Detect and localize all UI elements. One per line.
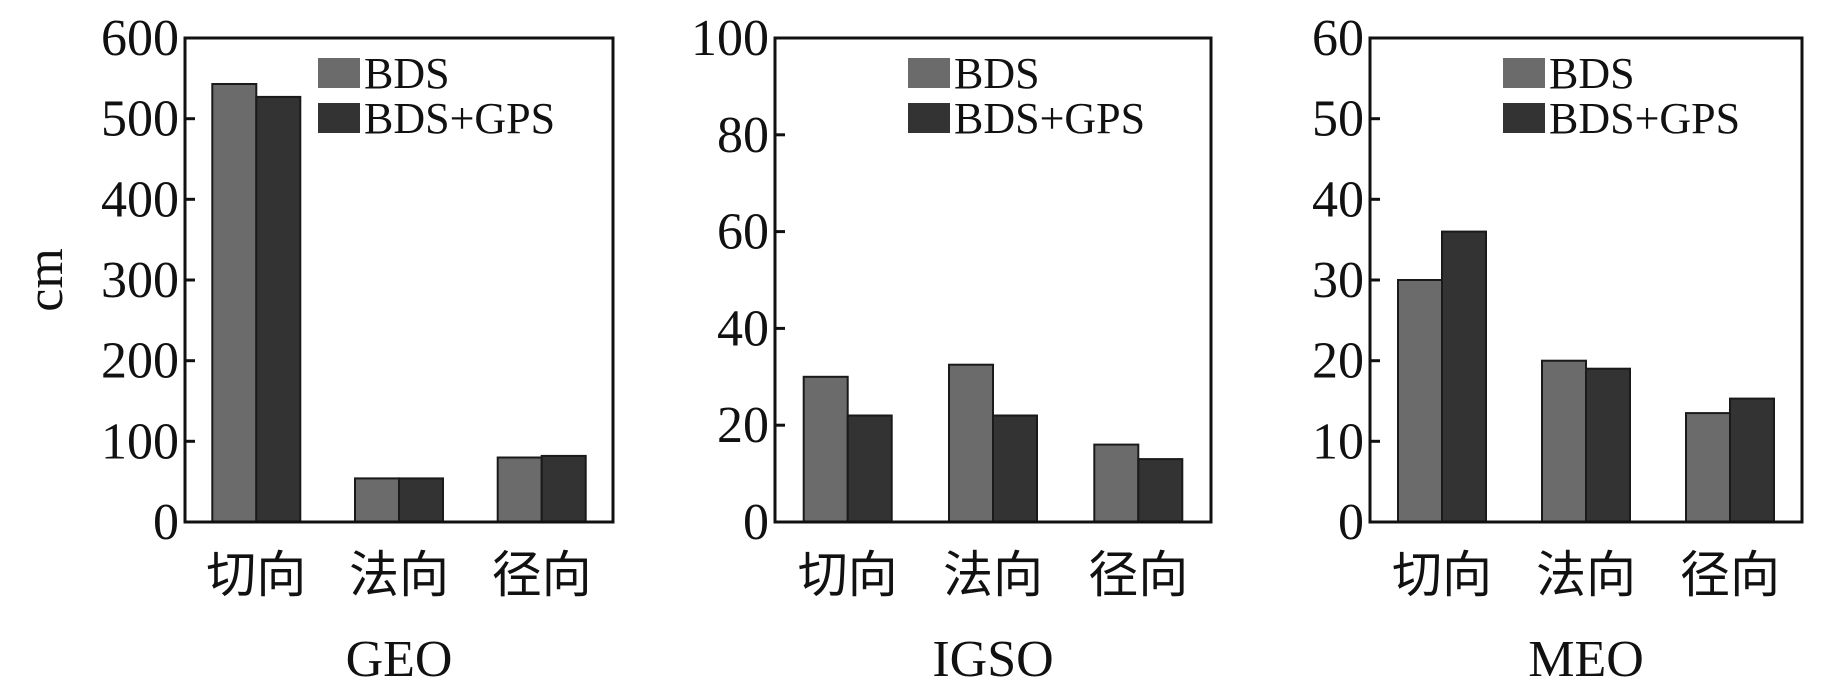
geo-legend-swatch-bds-gps [318,103,360,133]
geo-panel-title: GEO [346,631,453,685]
igso-category-label: 切向 [798,547,898,603]
meo-y-tick-label: 20 [1312,333,1364,390]
geo-bar-bds-gps-2 [398,477,444,523]
meo-y-tick-label: 30 [1312,252,1364,309]
meo-legend-label-bds: BDS [1549,49,1635,98]
igso-legend-swatch-bds-gps [908,103,950,133]
geo-bar-bds-3 [496,456,543,523]
igso-y-tick-label: 0 [743,494,769,551]
geo-category-label: 法向 [349,547,449,603]
igso-category-label: 径向 [1088,547,1188,603]
geo-bar-bds-gps-3 [540,454,587,523]
meo-y-tick-label: 50 [1312,91,1364,148]
geo-category-label: 切向 [206,547,306,603]
meo-category-label: 法向 [1536,547,1636,603]
meo-bar-bds-3 [1685,412,1731,524]
geo-bar-bds-2 [354,477,400,523]
geo-y-axis-title: cm [17,248,74,312]
igso-y-tick-label: 60 [717,204,769,261]
geo-legend-label-bds-gps: BDS+GPS [364,94,555,143]
geo-y-tick-label: 400 [101,171,179,228]
igso-bar-bds-gps-3 [1137,458,1184,524]
geo-legend-swatch-bds [318,58,360,88]
igso-bar-bds-gps-1 [846,414,893,523]
meo-panel-title: MEO [1528,631,1644,685]
igso-category-label: 法向 [943,547,1043,603]
geo-y-tick-label: 100 [101,413,179,470]
geo-y-tick-label: 500 [101,91,179,148]
geo-y-tick-label: 0 [153,494,179,551]
meo-bar-bds-gps-1 [1441,230,1487,523]
igso-legend-swatch-bds [908,58,950,88]
igso-bar-bds-3 [1093,443,1140,524]
geo-y-tick-label: 600 [101,10,179,67]
meo-category-label: 径向 [1680,547,1780,603]
meo-legend-label-bds-gps: BDS+GPS [1549,94,1740,143]
meo-y-tick-label: 10 [1312,413,1364,470]
geo-bar-bds-1 [211,83,258,523]
meo-bar-bds-2 [1541,359,1587,524]
meo-y-tick-label: 60 [1312,10,1364,67]
igso-legend-label-bds: BDS [954,49,1040,98]
meo-bar-bds-1 [1397,279,1443,523]
geo-bar-bds-gps-1 [255,95,302,524]
igso-plot-frame [773,36,1213,524]
igso-panel-title: IGSO [932,631,1053,685]
geo-y-tick-label: 200 [101,333,179,390]
meo-y-tick-label: 0 [1338,494,1364,551]
igso-y-tick-label: 80 [717,107,769,164]
igso-bar-bds-gps-2 [992,414,1038,523]
igso-y-tick-label: 40 [717,300,769,357]
geo-y-tick-label: 300 [101,252,179,309]
meo-legend-swatch-bds [1503,58,1545,88]
geo-category-label: 径向 [492,547,592,603]
igso-y-tick-label: 20 [717,397,769,454]
geo-legend-label-bds: BDS [364,49,450,98]
meo-legend-swatch-bds-gps [1503,103,1545,133]
meo-bar-bds-gps-3 [1729,397,1775,524]
igso-bar-bds-1 [802,375,849,523]
meo-y-tick-label: 40 [1312,171,1364,228]
igso-y-tick-label: 100 [691,10,769,67]
igso-bar-bds-2 [948,363,994,524]
meo-bar-bds-gps-2 [1585,367,1631,524]
igso-legend-label-bds-gps: BDS+GPS [954,94,1145,143]
meo-category-label: 切向 [1392,547,1492,603]
